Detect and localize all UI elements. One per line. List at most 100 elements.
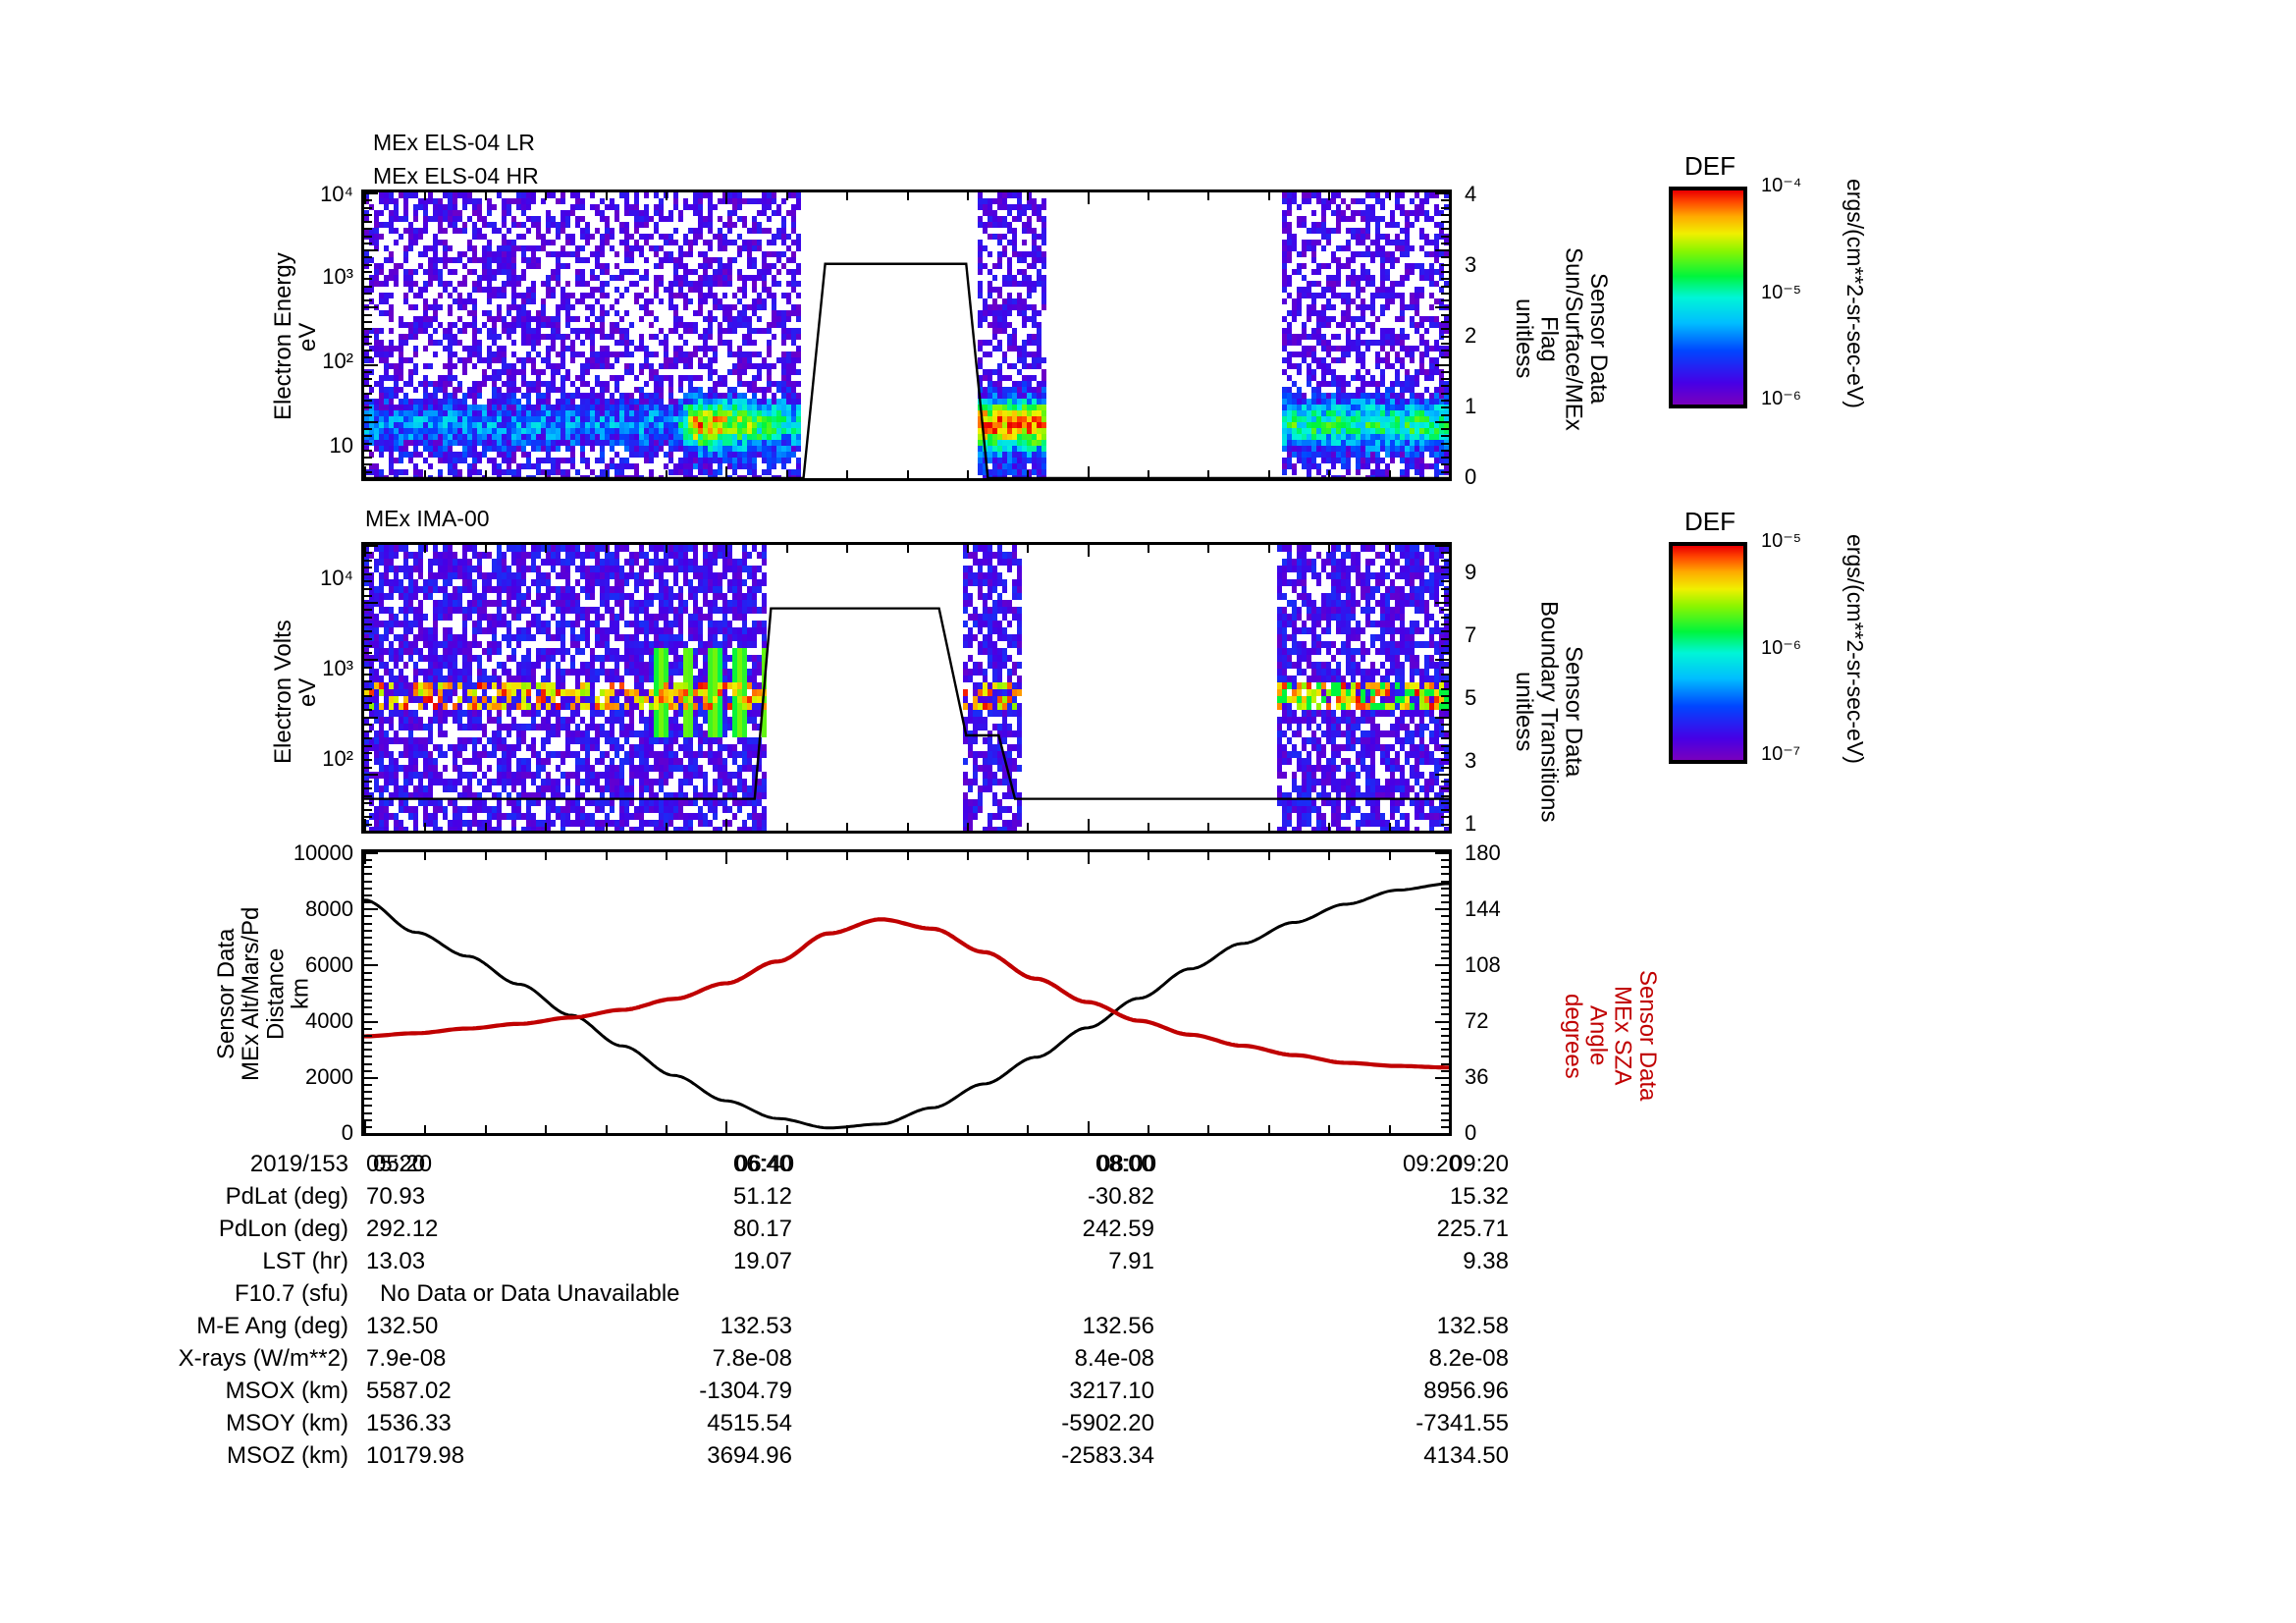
orbit-line-canvas bbox=[364, 852, 1449, 1133]
ima-right-axis-label: Sensor Data Boundary Transitions unitles… bbox=[1511, 589, 1587, 835]
colorbar-els-max: 10⁻⁴ bbox=[1761, 175, 1802, 196]
orbit-y-label-l1: Sensor Data bbox=[213, 928, 240, 1060]
colorbar-els-min: 10⁻⁶ bbox=[1761, 388, 1802, 409]
x-tick-label: 09:20 bbox=[1402, 1151, 1462, 1177]
colorbar-ima-title: DEF bbox=[1684, 507, 1735, 536]
orbit-tick-2000: 2000 bbox=[305, 1064, 353, 1089]
table-row-value: -1304.79 bbox=[699, 1378, 792, 1404]
x-tick-label: 05:20 bbox=[373, 1151, 433, 1177]
els-y-axis-label-l2: eV bbox=[294, 322, 322, 352]
orbit-right-label-l2: MEx SZA bbox=[1609, 986, 1636, 1086]
table-row-value: 5587.02 bbox=[366, 1378, 452, 1404]
panel-els-plot[interactable] bbox=[361, 189, 1452, 481]
table-row-value: 9.38 bbox=[1463, 1248, 1509, 1274]
els-title-lr-text: MEx ELS-04 LR bbox=[373, 130, 535, 155]
panel-els-title-hr: MEx ELS-04 HR bbox=[373, 163, 539, 189]
table-row-value: 8.4e-08 bbox=[1074, 1345, 1154, 1372]
colorbar-els-gradient bbox=[1669, 187, 1747, 408]
ima-tick-1e3: 10³ bbox=[322, 656, 353, 680]
table-row-value: 13.03 bbox=[366, 1248, 426, 1274]
table-row-label: F10.7 (sfu) bbox=[234, 1280, 348, 1307]
colorbar-els-mid: 10⁻⁵ bbox=[1761, 282, 1802, 303]
els-tick-1e4: 10⁴ bbox=[320, 182, 353, 206]
table-row-value: 70.93 bbox=[366, 1183, 426, 1210]
orbit-rtick-180: 180 bbox=[1465, 840, 1501, 865]
table-row-value: 05:20 bbox=[366, 1151, 426, 1177]
orbit-rtick-108: 108 bbox=[1465, 952, 1501, 977]
table-row-value: 4134.50 bbox=[1423, 1442, 1509, 1469]
orbit-rtick-0: 0 bbox=[1465, 1120, 1477, 1145]
orbit-y-axis-label: Sensor Data MEx Alt/Mars/Pd Distance km bbox=[213, 864, 314, 1124]
ima-rtick-5: 5 bbox=[1465, 685, 1477, 710]
colorbar-els-canvas bbox=[1673, 190, 1743, 405]
els-rtick-3: 3 bbox=[1465, 252, 1477, 277]
colorbar-ima-canvas bbox=[1673, 546, 1743, 760]
x-tick-label: 06:40 bbox=[735, 1151, 795, 1177]
table-row-value: 10179.98 bbox=[366, 1442, 465, 1469]
table-row-label: MSOX (km) bbox=[225, 1378, 348, 1404]
table-row-value: 3217.10 bbox=[1069, 1378, 1154, 1404]
table-row-value: -30.82 bbox=[1087, 1183, 1154, 1210]
colorbar-ima-max: 10⁻⁵ bbox=[1761, 530, 1802, 552]
panel-ima-plot[interactable] bbox=[361, 542, 1452, 834]
orbit-tick-8000: 8000 bbox=[305, 896, 353, 921]
table-row-value: 08:00 bbox=[1095, 1151, 1154, 1177]
table-row-value: 132.53 bbox=[720, 1313, 792, 1339]
ima-y-axis-label-l1: Electron Volts bbox=[270, 620, 296, 765]
ima-right-label-l2: Boundary Transitions bbox=[1535, 601, 1563, 823]
ima-tick-1e4: 10⁴ bbox=[320, 566, 353, 590]
ima-rtick-3: 3 bbox=[1465, 748, 1477, 773]
orbit-rtick-36: 36 bbox=[1465, 1064, 1489, 1089]
table-row-label: X-rays (W/m**2) bbox=[178, 1345, 348, 1372]
ima-y-axis-label: Electron Volts eV bbox=[270, 560, 321, 825]
table-row-value: 15.32 bbox=[1449, 1183, 1509, 1210]
table-row-value: 80.17 bbox=[732, 1216, 792, 1242]
ephemeris-table: 2019/153 05:20 06:40 08:00 09:20 PdLat (deg) 7… bbox=[0, 1151, 2296, 1475]
els-title-hr-text: MEx ELS-04 HR bbox=[373, 163, 539, 189]
els-right-label-l1: Sensor Data bbox=[1584, 273, 1612, 405]
table-row-value: 06:40 bbox=[732, 1151, 792, 1177]
panel-ima-title: MEx IMA-00 bbox=[365, 506, 490, 532]
table-row-value: 09:20 bbox=[1449, 1151, 1509, 1177]
els-right-axis-label: Sensor Data Sun/Surface/MEx Flag unitles… bbox=[1511, 196, 1612, 481]
table-row-value: 3694.96 bbox=[707, 1442, 792, 1469]
orbit-right-label-l1: Sensor Data bbox=[1633, 970, 1661, 1102]
ima-right-label-l1: Sensor Data bbox=[1560, 646, 1587, 778]
els-rtick-2: 2 bbox=[1465, 323, 1477, 348]
table-row-value: 132.58 bbox=[1436, 1313, 1509, 1339]
ima-rtick-7: 7 bbox=[1465, 622, 1477, 647]
table-row-value: -7341.55 bbox=[1415, 1410, 1509, 1436]
orbit-tick-4000: 4000 bbox=[305, 1008, 353, 1033]
els-tick-1e3: 10³ bbox=[322, 264, 353, 289]
table-row-value: No Data or Data Unavailable bbox=[380, 1280, 680, 1307]
table-row-label: LST (hr) bbox=[262, 1248, 348, 1274]
els-right-label-l2: Sun/Surface/MEx bbox=[1560, 246, 1587, 431]
x-tick-label: 08:00 bbox=[1097, 1151, 1157, 1177]
orbit-tick-6000: 6000 bbox=[305, 952, 353, 977]
table-row-value: 7.8e-08 bbox=[712, 1345, 792, 1372]
colorbar-ima-mid: 10⁻⁶ bbox=[1761, 637, 1802, 659]
els-tick-1e2: 10² bbox=[322, 349, 353, 373]
orbit-tick-0: 0 bbox=[341, 1120, 353, 1145]
els-y-axis-label: Electron Energy eV bbox=[270, 194, 322, 479]
table-row-value: 51.12 bbox=[732, 1183, 792, 1210]
table-row-value: 8956.96 bbox=[1423, 1378, 1509, 1404]
panel-els-title-lr: MEx ELS-04 LR bbox=[373, 130, 535, 156]
x-axis-tick-labels: 05:20 06:40 08:00 09:20 bbox=[0, 1151, 2296, 1184]
panel-orbit-plot[interactable] bbox=[361, 849, 1452, 1136]
orbit-right-label-l3: Angle bbox=[1584, 1005, 1612, 1066]
table-row-label: MSOY (km) bbox=[226, 1410, 348, 1436]
els-rtick-0: 0 bbox=[1465, 464, 1477, 489]
els-rtick-1: 1 bbox=[1465, 394, 1477, 418]
colorbar-els-unit: ergs/(cm**2-sr-sec-eV) bbox=[1842, 179, 1869, 408]
els-y-axis-label-l1: Electron Energy bbox=[270, 252, 296, 421]
els-spectrogram-canvas bbox=[364, 192, 1449, 478]
els-right-label-l4: unitless bbox=[1511, 298, 1538, 379]
table-row-value: 1536.33 bbox=[366, 1410, 452, 1436]
table-row-label: PdLat (deg) bbox=[225, 1183, 348, 1210]
table-row-value: 8.2e-08 bbox=[1428, 1345, 1509, 1372]
ima-tick-1e2: 10² bbox=[322, 746, 353, 771]
colorbar-ima-gradient bbox=[1669, 542, 1747, 764]
orbit-y-label-l3: Distance bbox=[262, 947, 290, 1041]
orbit-right-axis-label: Sensor Data MEx SZA Angle degrees bbox=[1560, 913, 1661, 1159]
